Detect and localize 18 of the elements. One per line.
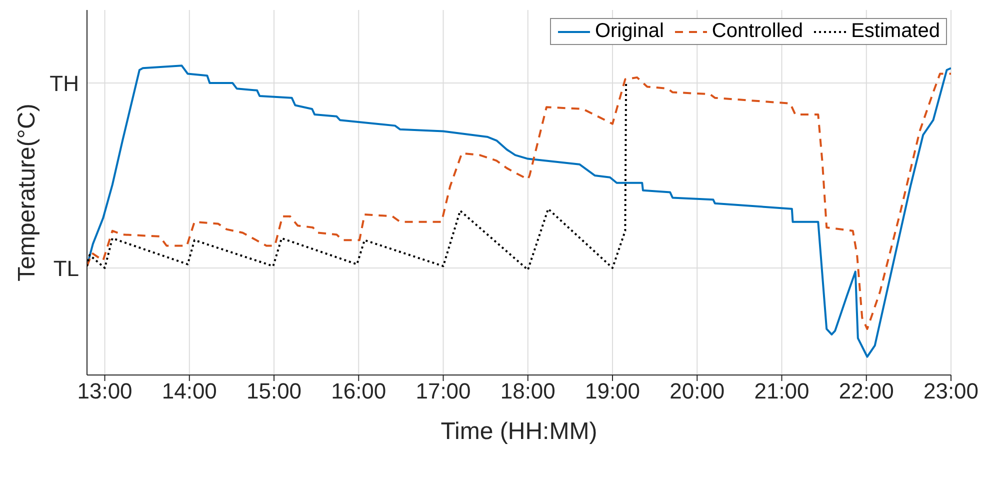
x-tick-label: 15:00	[246, 378, 302, 404]
x-tick-label: 23:00	[923, 378, 979, 404]
y-axis-title: Temperature(°C)	[14, 104, 41, 282]
x-tick-label: 20:00	[670, 378, 725, 404]
legend-label: Estimated	[851, 20, 940, 43]
x-tick-label: 13:00	[77, 378, 132, 404]
x-axis-title: Time (HH:MM)	[440, 418, 598, 445]
x-tick-label: 19:00	[584, 378, 640, 404]
legend-label: Controlled	[712, 20, 804, 43]
legend-label: Original	[594, 20, 664, 43]
ref-line-label: TH	[50, 70, 79, 96]
x-tick-label: 22:00	[838, 378, 894, 404]
x-tick-label: 16:00	[331, 378, 386, 404]
x-tick-label: 14:00	[162, 378, 217, 404]
x-tick-label: 17:00	[416, 378, 471, 404]
x-tick-label: 21:00	[754, 378, 810, 404]
x-tick-label: 18:00	[500, 378, 556, 404]
ref-line-label: TL	[53, 256, 79, 281]
